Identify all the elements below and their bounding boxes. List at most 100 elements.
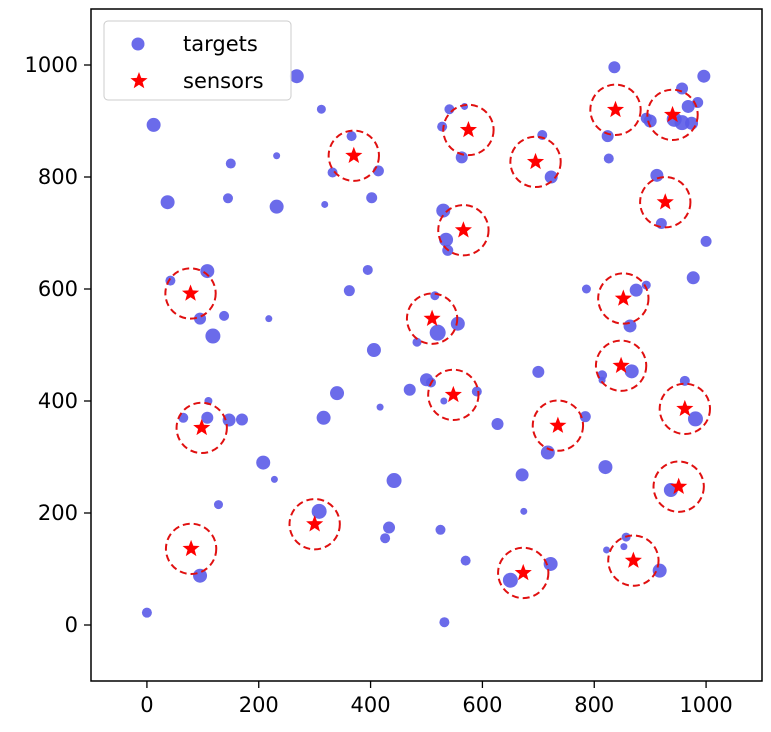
axes: 0 200 400 600 800 1000 0 200 400 600 800 1000	[25, 8, 763, 717]
target-point	[440, 397, 448, 405]
sensor-point	[670, 477, 688, 494]
target-point	[436, 203, 451, 218]
legend-box	[103, 20, 292, 101]
target-point	[160, 195, 175, 210]
target-point	[380, 533, 391, 544]
sensor-point	[444, 385, 462, 403]
target-point	[213, 500, 223, 510]
target-point	[235, 413, 248, 426]
sensor-range-circle	[164, 522, 218, 576]
sensor-range-circle	[597, 272, 650, 325]
target-point	[515, 468, 529, 482]
x-tick-label: 1000	[679, 693, 732, 717]
y-tick-label: 200	[38, 501, 78, 525]
target-point	[146, 117, 161, 132]
y-tick-label: 1000	[25, 53, 78, 77]
x-tick-label: 200	[239, 693, 279, 717]
target-point	[165, 275, 176, 286]
target-point	[316, 104, 326, 114]
target-point	[343, 285, 355, 297]
target-point	[366, 343, 381, 358]
target-point	[321, 200, 329, 208]
sensor-range-circle	[646, 88, 699, 142]
target-point	[697, 69, 711, 83]
target-point	[327, 167, 338, 178]
sensor-point	[676, 399, 694, 417]
sensor-point	[663, 105, 682, 123]
target-point	[439, 617, 450, 628]
target-point	[222, 193, 233, 204]
target-point	[579, 411, 591, 423]
target-point	[491, 417, 504, 430]
sensor-range-circle	[589, 83, 642, 136]
target-point	[624, 364, 639, 379]
target-point	[598, 376, 606, 384]
target-point	[141, 607, 152, 618]
target-point	[603, 546, 611, 554]
target-point	[439, 232, 454, 247]
legend-targets-label: targets	[183, 32, 258, 56]
sensor-point	[624, 551, 642, 568]
sensor-point	[182, 539, 200, 557]
sensor-range-circle	[327, 129, 380, 182]
legend-sensors-marker	[130, 72, 148, 89]
sensor-range-circle	[607, 534, 660, 587]
sensor-range-circle	[639, 176, 692, 229]
target-point	[269, 199, 284, 214]
target-point	[330, 386, 345, 401]
target-point	[225, 158, 236, 169]
sensor-range-circle	[175, 401, 228, 455]
x-tick-label: 600	[462, 693, 502, 717]
target-point	[362, 264, 373, 275]
target-point	[681, 99, 695, 113]
sensor-range-circle	[652, 460, 705, 513]
target-point	[383, 521, 396, 534]
sensor-point	[526, 152, 545, 170]
target-point	[201, 411, 214, 424]
target-point	[200, 264, 215, 279]
plot-area	[141, 61, 712, 628]
sensor-range-circle	[427, 368, 480, 422]
sensor-point	[549, 416, 567, 433]
sensor-point	[181, 284, 200, 301]
target-point	[674, 115, 690, 131]
target-point	[643, 114, 657, 128]
target-point	[403, 383, 416, 396]
x-tick-label: 0	[140, 693, 153, 717]
sensor-point	[306, 515, 324, 532]
target-point	[676, 82, 689, 95]
sensor-range-circle	[164, 267, 217, 320]
target-point	[603, 153, 614, 164]
target-point	[543, 556, 558, 571]
sensor-point	[454, 221, 472, 238]
target-point	[265, 315, 273, 323]
target-point	[311, 503, 327, 519]
legend-targets-marker	[131, 37, 145, 51]
target-point	[346, 131, 357, 142]
y-tick-label: 600	[38, 277, 78, 301]
target-point	[686, 271, 700, 285]
target-point	[581, 284, 591, 294]
y-tick-label: 0	[65, 613, 78, 637]
sensor-range-circle	[497, 546, 550, 600]
target-point	[700, 235, 712, 247]
sensor-range-circle	[658, 382, 711, 436]
target-point	[687, 411, 703, 427]
sensor-range-circle	[288, 498, 341, 551]
target-point	[601, 130, 614, 143]
target-point	[193, 568, 208, 583]
target-point	[460, 555, 471, 566]
target-point	[435, 524, 446, 535]
target-point	[652, 563, 667, 578]
legend-sensors-label: sensors	[183, 69, 264, 93]
target-point	[222, 413, 236, 427]
target-point	[450, 316, 465, 331]
target-point	[608, 61, 621, 74]
sensor-point	[423, 309, 441, 326]
target-point	[219, 310, 230, 321]
y-tick-label: 800	[38, 165, 78, 189]
target-point	[412, 337, 422, 347]
target-point	[685, 116, 699, 130]
